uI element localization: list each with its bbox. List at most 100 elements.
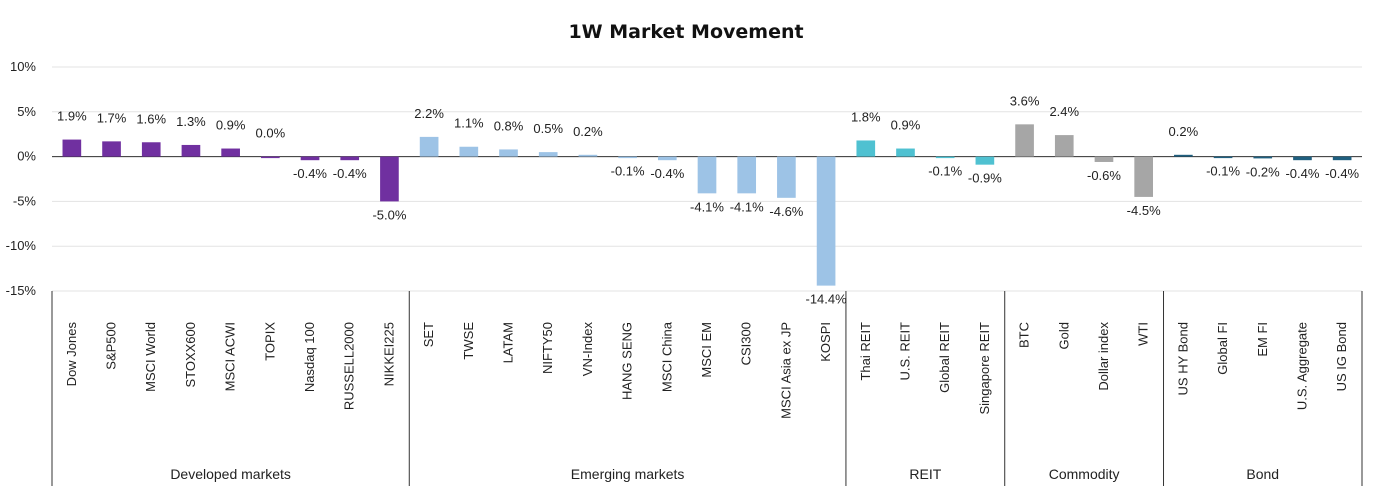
category-label: Dow Jones	[64, 322, 79, 387]
category-label: MSCI Asia ex JP	[778, 322, 793, 419]
group-label: Emerging markets	[571, 466, 685, 482]
data-labels: 1.9% 1.7% 1.6% 1.3% 0.9% 0.0% -0.4% -0.4% -5.0% 2…	[57, 93, 1360, 306]
category-label: TOPIX	[262, 322, 277, 361]
data-label: -0.4%	[650, 166, 684, 181]
bar	[657, 156, 677, 161]
data-label: 0.9%	[216, 118, 246, 133]
category-label: MSCI ACWI	[223, 322, 238, 391]
data-label: -0.4%	[1285, 166, 1319, 181]
data-label: -0.1%	[611, 163, 645, 178]
data-label: -0.1%	[1206, 163, 1240, 178]
bar	[419, 136, 439, 157]
bar	[340, 156, 360, 161]
data-label: 0.0%	[256, 126, 286, 141]
bar	[1293, 156, 1312, 161]
category-label: U.S. REIT	[897, 322, 912, 381]
bar	[499, 149, 518, 157]
category-label: S&P500	[104, 322, 119, 370]
data-label: -0.4%	[1325, 166, 1359, 181]
data-label: -4.5%	[1127, 203, 1161, 218]
data-label: 1.3%	[176, 114, 206, 129]
category-label: Thai REIT	[858, 322, 873, 381]
category-label: NIFTY50	[540, 322, 555, 374]
y-tick-label: -10%	[6, 238, 37, 253]
data-label: 2.2%	[414, 106, 444, 121]
data-label: -0.9%	[968, 171, 1002, 186]
data-label: -4.1%	[730, 199, 764, 214]
bars	[62, 124, 1352, 286]
category-label: Global FI	[1215, 322, 1230, 375]
category-label: US IG Bond	[1334, 322, 1349, 391]
y-tick-label: 10%	[10, 59, 36, 74]
category-label: EM FI	[1255, 322, 1270, 357]
category-label: Nasdaq 100	[302, 322, 317, 392]
data-label: 0.9%	[891, 118, 921, 133]
data-label: -5.0%	[372, 207, 406, 222]
data-label: -0.4%	[293, 166, 327, 181]
bar	[1253, 156, 1273, 159]
bar	[856, 140, 876, 157]
data-label: 1.7%	[97, 110, 127, 125]
y-tick-label: 0%	[17, 149, 36, 164]
category-label: CSI300	[739, 322, 754, 365]
group-label: Commodity	[1049, 466, 1120, 482]
category-label: BTC	[1017, 322, 1032, 348]
category-label: LATAM	[501, 322, 516, 363]
category-label: MSCI World	[143, 322, 158, 392]
data-label: -4.6%	[769, 204, 803, 219]
category-label: WTI	[1136, 322, 1151, 346]
data-label: 1.8%	[851, 109, 881, 124]
data-label: 0.5%	[533, 121, 563, 136]
y-axis-ticks: 10% 5% 0% -5% -10% -15%	[6, 59, 37, 298]
bar	[1134, 156, 1153, 197]
bar	[896, 148, 915, 157]
category-label: HANG SENG	[620, 322, 635, 400]
bar	[459, 146, 479, 157]
data-label: 0.2%	[1169, 124, 1199, 139]
data-label: 1.6%	[136, 111, 166, 126]
bar	[935, 156, 955, 159]
bar	[975, 156, 995, 165]
category-label: SET	[421, 322, 436, 347]
data-label: -0.1%	[928, 163, 962, 178]
y-tick-label: -15%	[6, 283, 37, 298]
category-labels: Dow Jones S&P500 MSCI World STOXX600 MSCI AC…	[64, 321, 1349, 419]
bar	[737, 156, 757, 194]
data-label: 3.6%	[1010, 93, 1040, 108]
data-label: -0.4%	[333, 166, 367, 181]
bar	[1054, 135, 1074, 157]
bar	[777, 156, 796, 198]
category-label: STOXX600	[183, 322, 198, 388]
y-tick-label: -5%	[13, 193, 37, 208]
bar	[1015, 124, 1034, 157]
group-labels: Developed markets Emerging markets REIT Com…	[51, 291, 1363, 486]
data-label: 0.2%	[573, 124, 603, 139]
chart-title: 1W Market Movement	[568, 21, 803, 43]
category-label: US HY Bond	[1175, 322, 1190, 395]
category-label: MSCI EM	[699, 322, 714, 378]
data-label: -0.2%	[1246, 164, 1280, 179]
bar	[261, 156, 280, 159]
bar	[1174, 154, 1193, 157]
group-label: REIT	[909, 466, 941, 482]
bar	[1332, 156, 1352, 161]
bar	[62, 139, 82, 157]
category-label: NIKKEI225	[381, 322, 396, 386]
bar	[181, 144, 201, 157]
bar	[380, 156, 399, 202]
data-label: -0.6%	[1087, 168, 1121, 183]
category-label: KOSPI	[818, 322, 833, 362]
data-label: 1.1%	[454, 116, 484, 131]
category-label: TWSE	[461, 322, 476, 360]
data-label: 2.4%	[1049, 104, 1079, 119]
bar	[300, 156, 320, 161]
category-label: MSCI China	[659, 321, 674, 392]
bar	[538, 152, 558, 157]
data-label: -14.4%	[805, 292, 847, 307]
group-label: Bond	[1246, 466, 1279, 482]
category-label: Singapore REIT	[977, 322, 992, 415]
bar	[618, 156, 637, 159]
data-label: -4.1%	[690, 199, 724, 214]
bar	[697, 156, 717, 194]
